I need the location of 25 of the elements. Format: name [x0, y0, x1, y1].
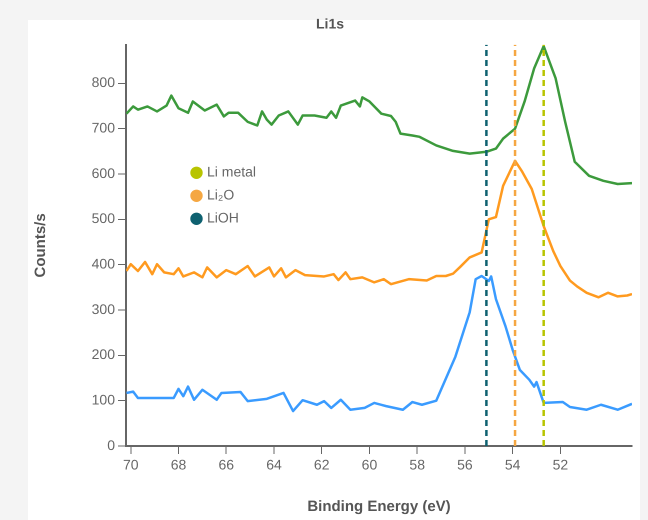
y-tick-label: 200	[92, 346, 116, 362]
y-tick-label: 700	[92, 120, 116, 136]
x-tick-label: 64	[266, 456, 282, 472]
x-tick-label: 62	[314, 456, 330, 472]
legend-label: Li metal	[207, 164, 256, 180]
legend-label: LiOH	[207, 210, 239, 226]
x-tick-label: 68	[170, 456, 187, 472]
x-axis-title: Binding Energy (eV)	[307, 498, 451, 516]
x-tick-label: 60	[362, 456, 378, 472]
x-tick-label: 56	[457, 456, 473, 472]
x-tick-label: 66	[218, 456, 234, 472]
x-tick-label: 70	[122, 456, 139, 472]
x-tick-label: 54	[504, 456, 521, 472]
y-axis-title: Counts/s	[32, 213, 50, 278]
x-tick-label: 58	[409, 456, 426, 472]
legend-label: Li₂O	[207, 186, 234, 203]
chart-title: Li1s	[316, 15, 344, 32]
y-tick-label: 100	[92, 392, 116, 408]
x-tick-label: 52	[552, 456, 568, 472]
y-tick-label: 400	[92, 256, 116, 272]
y-tick-label: 0	[107, 436, 116, 453]
y-tick-label: 600	[92, 164, 116, 181]
y-tick-label: 300	[92, 300, 116, 317]
y-tick-label: 800	[92, 74, 116, 90]
y-tick-label: 500	[92, 210, 116, 226]
